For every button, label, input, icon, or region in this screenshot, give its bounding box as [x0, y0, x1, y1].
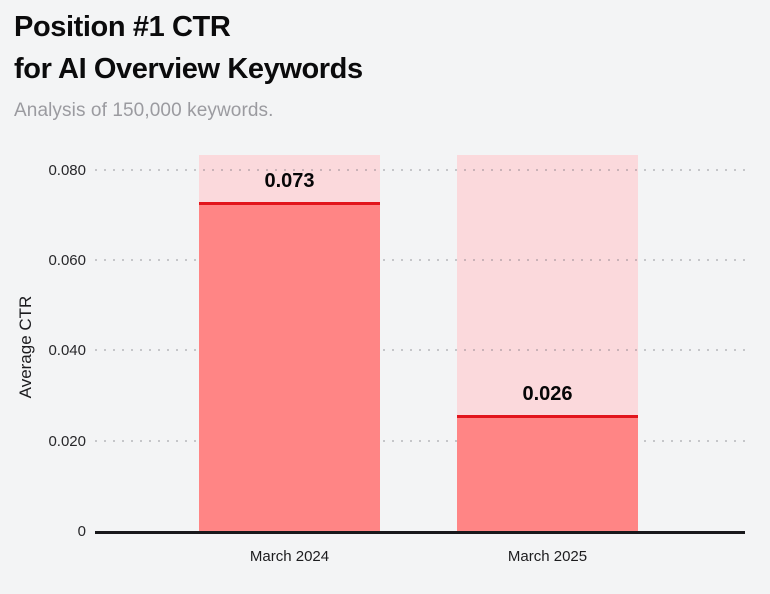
y-tick-label: 0.040	[48, 342, 86, 360]
chart-subtitle: Analysis of 150,000 keywords.	[14, 100, 274, 121]
bar-march-2024: 0.073	[199, 155, 380, 532]
x-category-label: March 2024	[249, 548, 330, 565]
plot-area: 0.073 0.026	[95, 155, 745, 532]
gridline	[95, 168, 745, 171]
gridline	[95, 259, 745, 262]
x-category-label: March 2025	[507, 548, 588, 565]
y-tick-label: 0.020	[48, 432, 86, 450]
y-tick-label: 0	[77, 523, 86, 540]
chart-title: Position #1 CTR for AI Overview Keywords	[14, 6, 363, 90]
y-tick-label: 0.060	[48, 252, 86, 270]
bar-value-label: 0.026	[522, 383, 573, 405]
bar-fill	[457, 415, 638, 532]
chart-title-line-2: for AI Overview Keywords	[14, 53, 363, 85]
chart-title-line-1: Position #1 CTR	[14, 11, 231, 43]
bar-value-label: 0.073	[264, 170, 315, 192]
gridline	[95, 439, 745, 442]
bar-march-2025: 0.026	[457, 155, 638, 532]
gridline	[95, 349, 745, 352]
y-tick-label: 0.080	[48, 161, 86, 179]
bar-fill	[199, 202, 380, 532]
x-axis-line	[95, 531, 745, 534]
